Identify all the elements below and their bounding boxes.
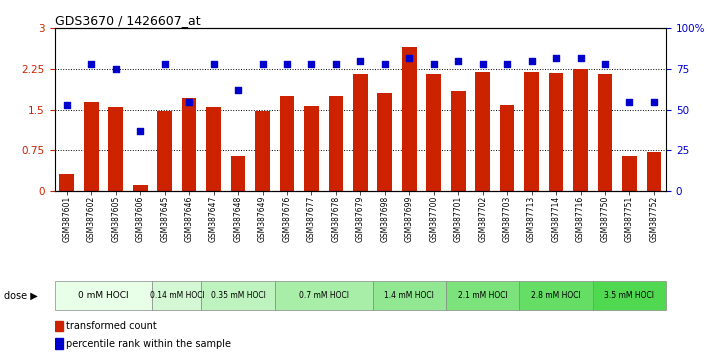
Bar — [373, 281, 446, 310]
Bar — [152, 281, 202, 310]
Bar — [573, 69, 587, 191]
Text: GSM387701: GSM387701 — [454, 195, 463, 242]
Point — [257, 61, 269, 67]
Bar — [353, 74, 368, 191]
Text: GSM387714: GSM387714 — [552, 195, 561, 242]
Bar — [593, 281, 666, 310]
Text: GSM387646: GSM387646 — [185, 195, 194, 242]
Text: GSM387751: GSM387751 — [625, 195, 634, 242]
Point — [61, 102, 73, 108]
Point — [159, 61, 170, 67]
Bar — [304, 106, 319, 191]
Text: 0.35 mM HOCl: 0.35 mM HOCl — [210, 291, 266, 300]
Text: GSM387700: GSM387700 — [430, 195, 438, 242]
Bar — [446, 281, 519, 310]
Point — [355, 58, 366, 64]
Text: 2.8 mM HOCl: 2.8 mM HOCl — [531, 291, 581, 300]
Point — [502, 61, 513, 67]
Point — [281, 61, 293, 67]
Text: GSM387647: GSM387647 — [209, 195, 218, 242]
Text: GSM387602: GSM387602 — [87, 195, 96, 242]
Bar — [451, 91, 465, 191]
Text: GSM387676: GSM387676 — [282, 195, 291, 242]
Text: transformed count: transformed count — [66, 321, 157, 331]
Point — [403, 55, 415, 61]
Bar — [500, 105, 515, 191]
Bar — [55, 281, 152, 310]
Text: GSM387702: GSM387702 — [478, 195, 487, 242]
Text: GSM387678: GSM387678 — [331, 195, 341, 242]
Text: GSM387679: GSM387679 — [356, 195, 365, 242]
Point — [183, 99, 195, 104]
Point — [232, 87, 244, 93]
Bar — [133, 185, 148, 191]
Bar — [646, 152, 661, 191]
Bar — [427, 74, 441, 191]
Text: GSM387606: GSM387606 — [135, 195, 145, 242]
Text: dose ▶: dose ▶ — [4, 291, 37, 301]
Bar — [622, 156, 637, 191]
Point — [379, 61, 391, 67]
Text: 0.14 mM HOCl: 0.14 mM HOCl — [149, 291, 205, 300]
Text: GSM387699: GSM387699 — [405, 195, 414, 242]
Text: GSM387648: GSM387648 — [234, 195, 242, 242]
Bar — [202, 281, 274, 310]
Bar — [84, 102, 98, 191]
Text: 1.4 mM HOCl: 1.4 mM HOCl — [384, 291, 434, 300]
Point — [599, 61, 611, 67]
Point — [207, 61, 219, 67]
Bar — [108, 107, 123, 191]
Bar — [55, 338, 63, 349]
Text: percentile rank within the sample: percentile rank within the sample — [66, 339, 231, 349]
Point — [624, 99, 636, 104]
Bar — [231, 156, 245, 191]
Point — [110, 66, 122, 72]
Text: GSM387698: GSM387698 — [380, 195, 389, 242]
Text: 2.1 mM HOCl: 2.1 mM HOCl — [458, 291, 507, 300]
Point — [428, 61, 440, 67]
Bar — [256, 112, 270, 191]
Bar — [519, 281, 593, 310]
Text: GDS3670 / 1426607_at: GDS3670 / 1426607_at — [55, 14, 200, 27]
Bar — [328, 96, 343, 191]
Text: GSM387716: GSM387716 — [576, 195, 585, 242]
Bar — [60, 174, 74, 191]
Text: 3.5 mM HOCl: 3.5 mM HOCl — [604, 291, 654, 300]
Point — [574, 55, 586, 61]
Point — [550, 55, 562, 61]
Text: GSM387703: GSM387703 — [502, 195, 512, 242]
Bar — [274, 281, 373, 310]
Point — [330, 61, 341, 67]
Text: GSM387677: GSM387677 — [307, 195, 316, 242]
Text: 0 mM HOCl: 0 mM HOCl — [78, 291, 129, 300]
Bar — [182, 98, 197, 191]
Bar — [157, 111, 172, 191]
Text: 0.7 mM HOCl: 0.7 mM HOCl — [298, 291, 349, 300]
Point — [135, 128, 146, 134]
Bar — [549, 73, 563, 191]
Bar — [280, 96, 294, 191]
Bar — [475, 72, 490, 191]
Bar — [598, 74, 612, 191]
Text: GSM387649: GSM387649 — [258, 195, 267, 242]
Bar — [55, 320, 63, 331]
Bar — [524, 72, 539, 191]
Text: GSM387601: GSM387601 — [63, 195, 71, 242]
Point — [306, 61, 317, 67]
Text: GSM387645: GSM387645 — [160, 195, 169, 242]
Point — [526, 58, 537, 64]
Bar — [206, 107, 221, 191]
Text: GSM387713: GSM387713 — [527, 195, 536, 242]
Point — [452, 58, 464, 64]
Text: GSM387750: GSM387750 — [601, 195, 609, 242]
Text: GSM387752: GSM387752 — [649, 195, 658, 242]
Point — [648, 99, 660, 104]
Text: GSM387605: GSM387605 — [111, 195, 120, 242]
Point — [85, 61, 97, 67]
Bar — [378, 93, 392, 191]
Bar — [402, 47, 416, 191]
Point — [477, 61, 488, 67]
